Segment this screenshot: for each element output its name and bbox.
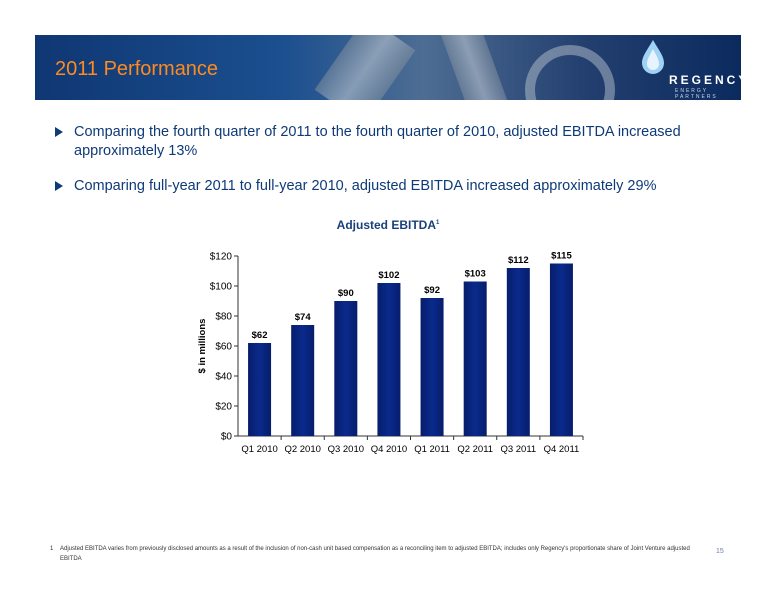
y-axis-label: $ in millions <box>197 319 208 374</box>
y-tick-label: $80 <box>215 312 232 323</box>
page-number: 15 <box>716 548 724 555</box>
bar-3 <box>334 301 358 436</box>
bullet-text: Comparing full-year 2011 to full-year 20… <box>74 178 657 194</box>
x-tick-label: Q3 2011 <box>500 444 536 455</box>
footnote-number: 1 <box>50 546 54 552</box>
data-label: $102 <box>378 270 399 281</box>
bullet-item: Comparing the fourth quarter of 2011 to … <box>55 123 714 161</box>
y-tick-label: $20 <box>215 402 232 413</box>
y-tick-label: $60 <box>215 342 232 353</box>
y-tick-label: $0 <box>221 432 233 443</box>
flame-drop-icon <box>642 40 664 74</box>
data-label: $103 <box>465 269 486 280</box>
logo-name: REGENCY <box>669 73 741 87</box>
chart-title: Adjusted EBITDA1 <box>0 218 776 232</box>
x-tick-label: Q4 2011 <box>544 444 580 455</box>
bar-7 <box>506 268 530 436</box>
header-banner: 2011 Performance REGENCY ENERGY PARTNERS <box>35 35 741 100</box>
data-label: $90 <box>338 288 354 299</box>
x-tick-label: Q1 2010 <box>241 444 277 455</box>
bullet-text: Comparing the fourth quarter of 2011 to … <box>74 124 681 159</box>
banner-valve-graphic <box>525 45 615 100</box>
bar-1 <box>248 343 272 436</box>
footnote: 1 Adjusted EBITDA varies from previously… <box>50 544 690 564</box>
bullet-item: Comparing full-year 2011 to full-year 20… <box>55 177 714 196</box>
bar-6 <box>463 281 487 436</box>
chart-title-footnote-marker: 1 <box>436 220 440 226</box>
y-tick-label: $120 <box>210 252 233 263</box>
x-tick-label: Q4 2010 <box>371 444 407 455</box>
bar-2 <box>291 325 315 436</box>
data-label: $112 <box>508 255 529 266</box>
data-label: $74 <box>295 312 312 323</box>
bar-4 <box>377 283 401 436</box>
logo-tagline: ENERGY PARTNERS <box>675 88 718 100</box>
bar-8 <box>549 263 573 436</box>
x-tick-label: Q3 2010 <box>328 444 364 455</box>
bullet-triangle-icon <box>55 181 63 191</box>
data-label: $62 <box>252 330 268 341</box>
footnote-text: Adjusted EBITDA varies from previously d… <box>60 546 690 562</box>
data-label: $92 <box>424 285 440 296</box>
bullet-triangle-icon <box>55 127 63 137</box>
data-label: $115 <box>551 251 572 262</box>
x-tick-label: Q2 2010 <box>284 444 320 455</box>
y-tick-label: $40 <box>215 372 232 383</box>
x-tick-label: Q2 2011 <box>457 444 493 455</box>
bar-5 <box>420 298 444 436</box>
chart-title-text: Adjusted EBITDA <box>336 218 436 232</box>
y-tick-label: $100 <box>210 282 233 293</box>
x-tick-label: Q1 2011 <box>414 444 450 455</box>
page-title: 2011 Performance <box>55 58 219 80</box>
